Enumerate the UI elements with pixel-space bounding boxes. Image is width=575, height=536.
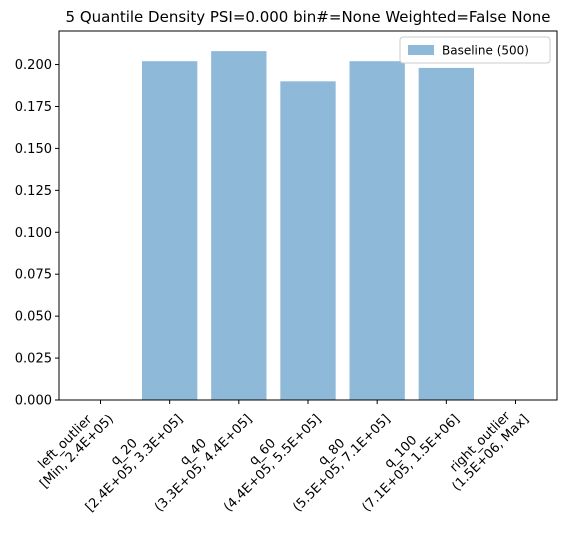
- chart-title: 5 Quantile Density PSI=0.000 bin#=None W…: [66, 8, 551, 26]
- bar-q_100: [418, 67, 474, 401]
- legend-swatch: [408, 45, 434, 55]
- y-axis: 0.000 0.025 0.050 0.075 0.100 0.125 0.150 0.175…: [15, 58, 59, 409]
- x-axis: left_outlier[Min, 2.4E+05)q_20[2.4E+05, …: [27, 400, 532, 515]
- legend-box: [399, 36, 551, 64]
- legend: Baseline (500): [399, 36, 551, 64]
- x-tick-label-q_100: q_100(7.1E+05, 1.5E+06]: [349, 401, 463, 515]
- y-tick-label: 0.100: [15, 226, 52, 241]
- bar-q_80: [349, 61, 405, 400]
- bar-q_20: [142, 61, 198, 400]
- bar-q_60: [280, 81, 336, 401]
- bar-q_40: [211, 51, 267, 401]
- y-tick-label: 0.075: [15, 268, 52, 283]
- bars-group: [142, 51, 474, 401]
- y-tick-label: 0.025: [15, 352, 52, 367]
- y-tick-label: 0.050: [15, 310, 52, 325]
- legend-label-baseline: Baseline (500): [442, 44, 529, 58]
- y-tick-label: 0.000: [15, 394, 52, 409]
- y-tick-label: 0.150: [15, 142, 52, 157]
- y-tick-label: 0.125: [15, 184, 52, 199]
- x-tick-label-left_outlier: left_outlier[Min, 2.4E+05): [27, 401, 117, 491]
- y-tick-label: 0.175: [15, 100, 52, 115]
- y-tick-label: 0.200: [15, 58, 52, 73]
